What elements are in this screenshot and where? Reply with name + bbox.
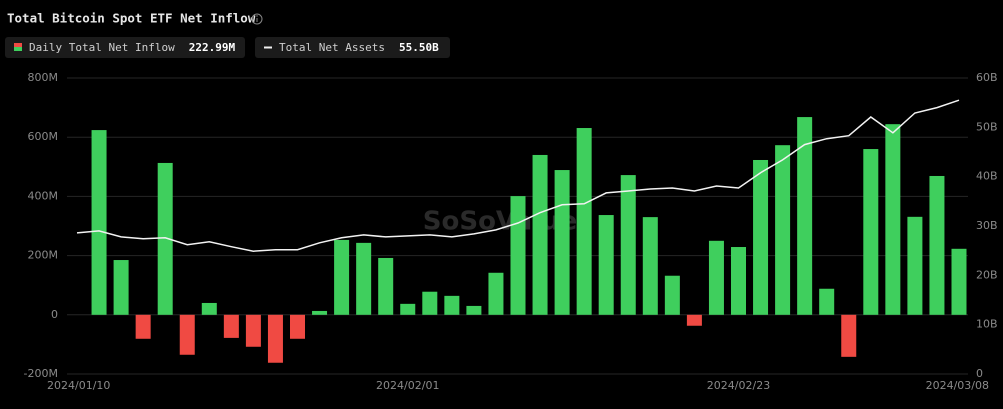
y2-tick-label: 10B [976,318,998,331]
bar [819,288,835,315]
y-tick-label: -200M [24,367,58,380]
bar [378,257,394,315]
bar [841,314,857,357]
line [76,99,960,252]
bar [400,303,416,315]
legend-box [5,37,245,58]
bar [334,239,350,315]
bar [731,247,746,315]
bar [157,162,173,315]
bar [929,175,945,315]
bar [201,302,217,315]
bar [576,128,592,315]
legend-swatch [14,43,22,47]
bar [510,196,526,315]
info-icon[interactable] [251,13,263,25]
bar [708,240,724,315]
legend-value: 55.50B [399,41,439,54]
bar [907,216,923,315]
x-tick-label: 2024/02/23 [707,379,770,392]
y2-tick-label: 0 [976,367,983,380]
bar [223,314,239,338]
legend-label: Total Net Assets [279,41,385,54]
bar [863,149,879,315]
bar [267,314,283,363]
y-tick-label: 400M [28,189,59,202]
bar [91,130,107,315]
bar [356,242,372,315]
bar [686,314,702,326]
bar [951,248,967,315]
y2-tick-label: 20B [976,268,998,281]
y-tick-label: 600M [28,130,59,143]
chart-title: Total Bitcoin Spot ETF Net Inflow [7,11,256,26]
bar [135,314,151,339]
y-tick-label: 0 [51,308,58,321]
bar [642,217,658,315]
y-tick-label: 800M [28,71,59,84]
bar [532,154,548,315]
x-tick-label: 2024/02/01 [376,379,439,392]
y2-tick-label: 60B [976,71,998,84]
legend-swatch [14,47,22,51]
bar [245,314,261,347]
y2-tick-label: 50B [976,120,998,133]
y2-tick-label: 40B [976,170,998,183]
legend-box [255,37,450,58]
bar [444,295,460,315]
legend-value: 222.99M [189,41,236,54]
y-tick-label: 200M [28,249,59,262]
x-tick-label: 2024/03/08 [926,379,989,392]
bar [797,117,813,315]
bar [290,314,305,339]
bar [664,275,680,315]
bar [753,159,769,315]
bar [312,310,328,315]
bar [620,175,636,315]
bar [422,291,438,315]
bar [179,314,195,355]
watermark: SoSoValue [423,207,577,237]
bar [598,215,614,315]
bar [466,305,482,315]
x-tick-label: 2024/01/10 [47,379,110,392]
bar [113,260,129,315]
legend-label: Daily Total Net Inflow [29,41,175,54]
bar [885,124,901,315]
y2-tick-label: 30B [976,219,998,232]
bar [554,170,570,315]
bar [775,145,791,315]
bar [488,272,504,315]
